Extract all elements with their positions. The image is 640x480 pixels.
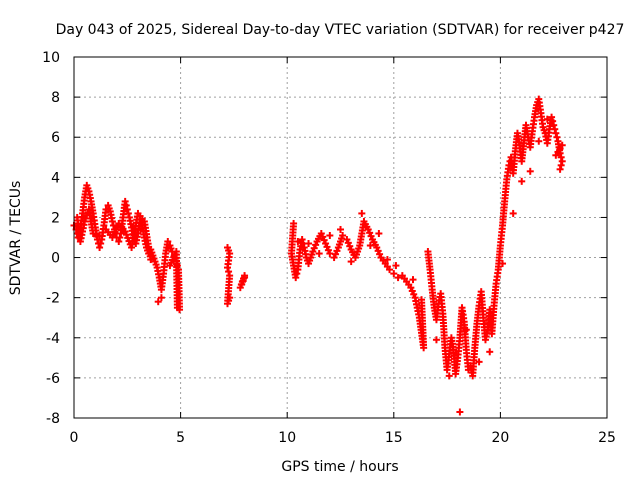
data-point <box>315 250 323 258</box>
data-point <box>551 125 559 133</box>
data-point <box>358 209 366 217</box>
data-point <box>552 129 560 137</box>
y-tick-label: 8 <box>51 90 60 106</box>
plot-frame <box>73 56 608 419</box>
data-point <box>549 117 557 125</box>
grid-lines <box>74 57 607 418</box>
y-tick-label: -2 <box>46 291 60 307</box>
data-point <box>418 296 426 304</box>
y-tick-label: -8 <box>46 411 60 427</box>
data-point <box>326 231 334 239</box>
data-point <box>432 336 440 344</box>
x-tick-label: 25 <box>598 430 616 446</box>
data-point <box>375 229 383 237</box>
data-point <box>241 274 249 282</box>
data-point <box>292 274 300 282</box>
y-tick-label: 2 <box>51 210 60 226</box>
data-point <box>164 238 172 246</box>
data-point <box>558 157 566 165</box>
data-point <box>394 274 402 282</box>
data-point <box>392 262 400 270</box>
data-point <box>122 201 130 209</box>
data-point <box>147 256 155 264</box>
data-point <box>225 268 233 276</box>
series-early <box>70 181 184 314</box>
data-point <box>557 161 565 169</box>
data-point <box>154 298 162 306</box>
data-point <box>557 153 565 161</box>
data-point <box>386 266 394 274</box>
data-point <box>224 264 232 272</box>
data-point <box>339 231 347 239</box>
data-point <box>409 276 417 284</box>
series-evening <box>424 95 566 416</box>
y-tick-label: 4 <box>51 170 60 186</box>
y-tick-label: 0 <box>51 251 60 267</box>
x-tick-label: 20 <box>491 430 509 446</box>
data-point <box>226 294 234 302</box>
data-point <box>499 260 507 268</box>
data-point <box>294 238 302 246</box>
x-axis-title: GPS time / hours <box>281 459 398 475</box>
series-afternoon <box>287 209 428 352</box>
data-point <box>390 270 398 278</box>
data-point <box>456 408 464 416</box>
data-point <box>518 177 526 185</box>
y-tick-label: 6 <box>51 130 60 146</box>
x-tick-label: 15 <box>385 430 403 446</box>
y-tick-label: 10 <box>42 50 60 66</box>
data-point <box>550 121 558 129</box>
data-point <box>366 242 374 250</box>
data-point <box>558 141 566 149</box>
data-point <box>337 225 344 233</box>
data-point <box>116 234 124 241</box>
series-mid_small <box>224 244 249 308</box>
data-point <box>108 217 116 225</box>
data-point <box>293 270 301 278</box>
data-point <box>96 244 104 252</box>
x-tick-label: 10 <box>278 430 296 446</box>
data-point <box>462 326 470 334</box>
y-axis-title: SDTVAR / TECUs <box>8 181 24 296</box>
x-tick-label: 0 <box>70 430 79 446</box>
data-point <box>124 209 132 217</box>
data-point <box>526 167 534 175</box>
data-point <box>347 258 355 266</box>
data-point <box>115 238 123 246</box>
chart-title: Day 043 of 2025, Sidereal Day-to-day VTE… <box>56 22 625 38</box>
data-point <box>157 294 165 302</box>
data-point <box>553 133 561 141</box>
x-tick-label: 5 <box>176 430 185 446</box>
data-point <box>173 304 181 312</box>
data-point <box>121 197 129 205</box>
data-point <box>305 240 313 248</box>
data-point <box>543 115 551 123</box>
data-point <box>445 372 453 380</box>
data-series <box>70 95 566 416</box>
data-point <box>475 358 483 366</box>
data-point <box>535 137 543 145</box>
y-tick-label: -4 <box>46 331 60 347</box>
data-point <box>486 348 494 356</box>
data-point <box>509 209 517 217</box>
y-tick-label: -6 <box>46 371 60 387</box>
data-point <box>97 240 105 248</box>
data-point <box>556 165 564 173</box>
data-point <box>298 236 306 244</box>
data-point <box>548 113 556 121</box>
data-point <box>123 205 131 213</box>
data-point <box>383 256 391 264</box>
